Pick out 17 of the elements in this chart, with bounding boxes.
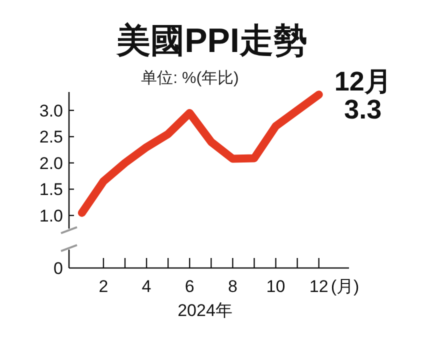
y-tick-label: 0 [54, 259, 63, 278]
y-tick-label: 2.5 [39, 128, 63, 147]
y-tick-label: 2.0 [39, 154, 63, 173]
chart-subtitle: 单位: %(年比) [141, 69, 239, 87]
x-tick-label: 6 [184, 277, 194, 296]
x-axis-title: 2024年 [178, 301, 232, 320]
x-tick-label: 12 [309, 277, 328, 296]
y-tick-label: 1.5 [39, 180, 63, 200]
x-tick-label: 4 [142, 277, 152, 296]
x-tick-label: 8 [228, 277, 238, 296]
text: (月) [330, 277, 360, 296]
x-tick-label: 10 [266, 277, 286, 296]
x-tick-label: 2 [98, 277, 108, 296]
chart-title: 美國PPI走勢 [116, 22, 308, 60]
y-tick-label: 1.0 [39, 206, 63, 226]
annotation: 12月 3.3 [334, 66, 392, 125]
y-tick-label: 3.0 [39, 101, 63, 120]
